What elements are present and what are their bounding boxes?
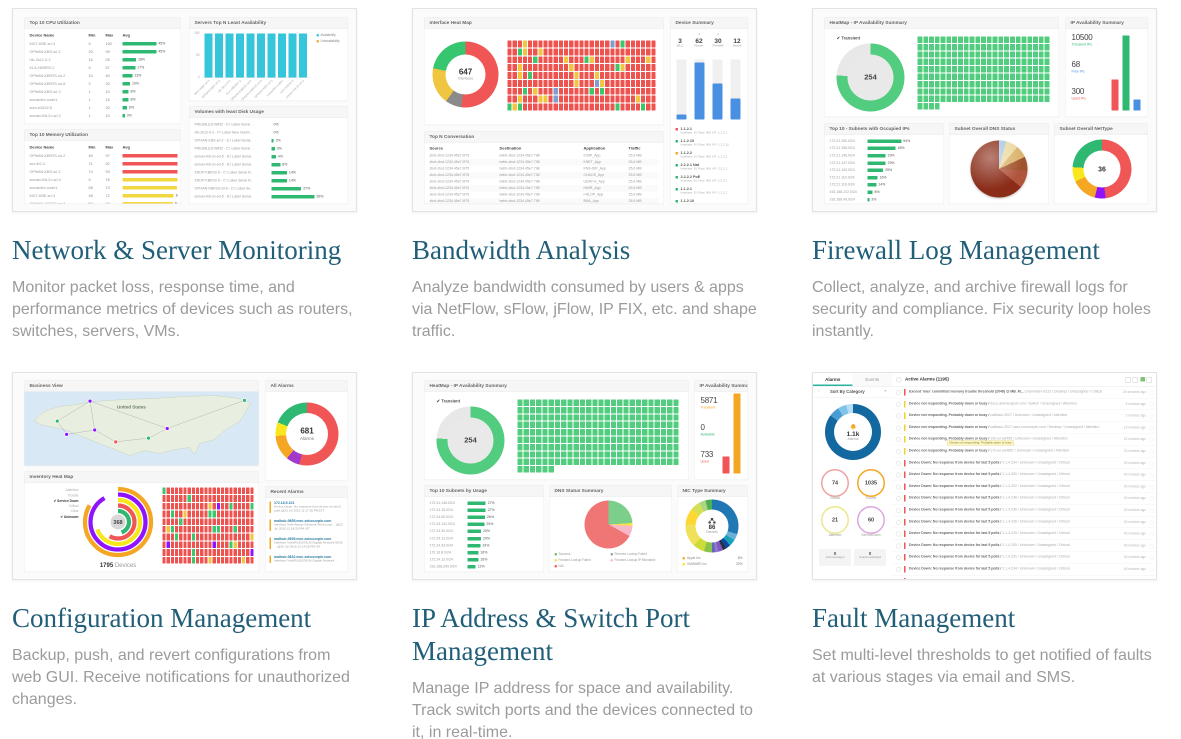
panel-ip-heatmap: HeatMap - IP Availability Summary ✔ Tran… (424, 380, 689, 480)
dashboard-thumbnail-network-monitoring: Top 10 CPU Utilization Device Name Min Max… (12, 8, 357, 212)
panel-subnets-by-usage: Top 10 Subnets by Usage 172.31.146.0/24 2… (424, 485, 544, 572)
dashboard-thumbnail-bandwidth-analysis: Interface Heat Map 647 Interfaces Top N C… (412, 8, 757, 212)
feature-title: Configuration Management (12, 603, 312, 633)
tab-events: Events (852, 373, 892, 386)
panel-interface-heat-map: Interface Heat Map 647 Interfaces (424, 17, 664, 125)
svg-text:368: 368 (113, 520, 122, 526)
feature-description: Manage IP address for space and availabi… (412, 680, 753, 739)
feature-title: Bandwidth Analysis (412, 235, 631, 265)
feature-card-configuration-management: Business View United States All Alarms 6… (12, 372, 357, 711)
panel-title: Subnet Overall DNS Status (949, 123, 1049, 135)
panel-title: Servers Top N Least Availability (189, 17, 348, 29)
feature-title: IP Address & Switch Port Management (412, 603, 691, 666)
panel-business-view: Business View United States (24, 380, 259, 466)
panel-top-n-conversation: Top N Conversation Source Destination Appl… (424, 131, 664, 204)
panel-dns-status-summary: DNS Status Summary Success Forward Lookup… (549, 485, 672, 572)
feature-card-fault-management: Alarms Events ◔ Sort By Category ▼ 1.1k Alarms… (812, 372, 1157, 689)
panel-subnets-occupied-ips: Top 10 - Subnets with Occupied IPs 172.2… (824, 123, 944, 204)
panel-ip-availability-summary: IP Availability Summary 10500 Transient I… (1065, 17, 1148, 117)
panel-ip-availability-summary: IP Availability Summary 5871Transient0Av… (694, 380, 748, 480)
panel-title: Recent Alarms (265, 486, 348, 498)
feature-card-ipam-switch-port: HeatMap - IP Availability Summary ✔ Tran… (412, 372, 757, 739)
panel-title: IP Availability Summary (694, 380, 748, 392)
panel-title: Top 10 Memory Utilization (24, 129, 181, 141)
panel-title: Volumes with least Disk Usage (189, 106, 348, 118)
panel-title: IP Availability Summary (1065, 17, 1148, 29)
feature-card-bandwidth-analysis: Interface Heat Map 647 Interfaces Top N C… (412, 8, 757, 343)
stat-circle-critical: 74 (821, 469, 849, 497)
feature-card-network-server-monitoring: Top 10 CPU Utilization Device Name Min Max… (12, 8, 357, 343)
tab-alarms: Alarms (813, 373, 853, 386)
dashboard-thumbnail-configuration: Business View United States All Alarms 6… (12, 372, 357, 580)
panel-title: Subnet Overall NetType (1054, 123, 1148, 135)
panel-inventory-heat-map: Inventory Heat Map Attention Trouble ✔ Ser… (24, 471, 259, 572)
panel-subnet-nettype: Subnet Overall NetType 36 (1054, 123, 1148, 204)
panel-device-summary: Device Summary 3 WLC ↗ 62 Router ↗ 30 FireWall … (670, 17, 748, 204)
feature-description: Set multi-level thresholds to get notifi… (812, 647, 1152, 686)
panel-title: Top 10 Subnets by Usage (424, 485, 544, 497)
feature-description: Backup, push, and revert configurations … (12, 647, 350, 708)
panel-top10-cpu-utilization: Top 10 CPU Utilization Device Name Min Max… (24, 17, 181, 124)
panel-all-alarms: All Alarms 681 Alarms (265, 380, 348, 481)
panel-title: DNS Status Summary (549, 485, 672, 497)
panel-title: HeatMap - IP Availability Summary (424, 380, 689, 392)
svg-text:United States: United States (117, 405, 146, 410)
panel-top10-memory-utilization: Top 10 Memory Utilization Device Name Min… (24, 129, 181, 204)
panel-title: Device Summary (670, 17, 748, 29)
stat-circle-attention: 21 (821, 506, 849, 534)
panel-subnet-dns-status: Subnet Overall DNS Status (949, 123, 1049, 204)
feature-title: Firewall Log Management (812, 235, 1100, 265)
feature-title: Network & Server Monitoring (12, 235, 342, 265)
panel-ip-heatmap: HeatMap - IP Availability Summary ✔ Tran… (824, 17, 1059, 117)
active-alarms-list: Active Alarms (1195) Exceed 'max' committ… (892, 373, 1156, 579)
dashboard-thumbnail-firewall-logs: HeatMap - IP Availability Summary ✔ Tran… (812, 8, 1157, 212)
panel-title: Interface Heat Map (424, 17, 664, 29)
feature-description: Collect, analyze, and archive firewall l… (812, 279, 1151, 340)
feature-title: Fault Management (812, 603, 1016, 633)
feature-description: Analyze bandwidth consumed by users & ap… (412, 279, 757, 340)
panel-servers-least-availability: Servers Top N Least Availability 100 50 0 M… (189, 17, 348, 101)
panel-title: All Alarms (265, 380, 348, 392)
feature-description: Monitor packet loss, response time, and … (12, 279, 353, 340)
panel-title: Business View (24, 380, 259, 392)
panel-title: HeatMap - IP Availability Summary (824, 17, 1059, 29)
stat-circle-servicedown: 60 (857, 506, 885, 534)
stat-circle-trouble: 1035 (857, 469, 885, 497)
alarms-sidebar: Alarms Events ◔ Sort By Category ▼ 1.1k Alarms… (813, 373, 893, 579)
panel-title: Top N Conversation (424, 131, 664, 143)
panel-title: Top 10 CPU Utilization (24, 17, 181, 29)
panel-title: NIC Type Summary (677, 485, 748, 497)
panel-title: Inventory Heat Map (24, 471, 259, 483)
dashboard-thumbnail-ipam: HeatMap - IP Availability Summary ✔ Tran… (412, 372, 757, 580)
panel-title: Top 10 - Subnets with Occupied IPs (824, 123, 944, 135)
dashboard-thumbnail-fault-management: Alarms Events ◔ Sort By Category ▼ 1.1k Alarms… (812, 372, 1157, 580)
feature-card-firewall-log-management: HeatMap - IP Availability Summary ✔ Tran… (812, 8, 1157, 343)
panel-nic-type-summary: NIC Type Summary 86 Devices Apple Inc 8% VMW… (677, 485, 748, 572)
panel-recent-alarms: Recent Alarms 172.16.5.101 Device Down: N… (265, 486, 348, 572)
panel-volumes-least-disk-usage: Volumes with least Disk Usage PRESALES-W… (189, 106, 348, 204)
